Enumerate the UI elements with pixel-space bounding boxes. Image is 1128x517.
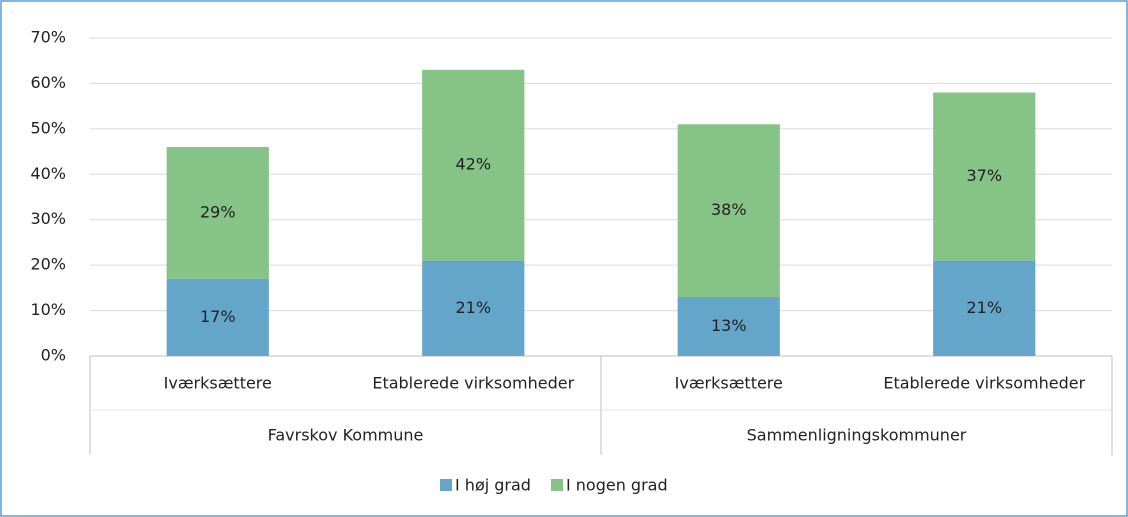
y-tick-label: 20%	[30, 255, 66, 274]
bar-segment	[166, 278, 269, 356]
legend-label: I nogen grad	[566, 476, 668, 495]
y-tick-label: 40%	[30, 164, 66, 183]
legend-label: I høj grad	[455, 476, 531, 495]
bar-segment	[677, 124, 780, 297]
bar-segment	[677, 296, 780, 356]
y-tick-label: 0%	[41, 346, 66, 365]
y-tick-label: 10%	[30, 300, 66, 319]
x-tick-label: Iværksættere	[164, 374, 272, 393]
bar-segment	[933, 92, 1036, 261]
y-tick-label: 30%	[30, 209, 66, 228]
data-label: 13%	[711, 316, 747, 335]
group-label: Favrskov Kommune	[268, 426, 424, 445]
data-label: 21%	[966, 298, 1002, 317]
x-tick-label: Etablerede virksomheder	[372, 374, 574, 393]
data-label: 29%	[200, 202, 236, 221]
x-tick-label: Iværksættere	[675, 374, 783, 393]
group-label: Sammenligningskommuner	[747, 426, 967, 445]
y-tick-label: 60%	[30, 73, 66, 92]
y-tick-label: 70%	[30, 28, 66, 47]
data-label: 21%	[455, 298, 491, 317]
data-label: 37%	[966, 166, 1002, 185]
bar-segment	[166, 147, 269, 279]
data-label: 38%	[711, 200, 747, 219]
data-label: 17%	[200, 307, 236, 326]
x-tick-label: Etablerede virksomheder	[883, 374, 1085, 393]
bar-segment	[422, 69, 525, 261]
bar-segment	[422, 260, 525, 356]
bar-segment	[933, 260, 1036, 356]
y-tick-label: 50%	[30, 118, 66, 137]
data-label: 42%	[455, 155, 491, 174]
legend-swatch	[550, 479, 563, 491]
legend-swatch	[440, 479, 452, 491]
